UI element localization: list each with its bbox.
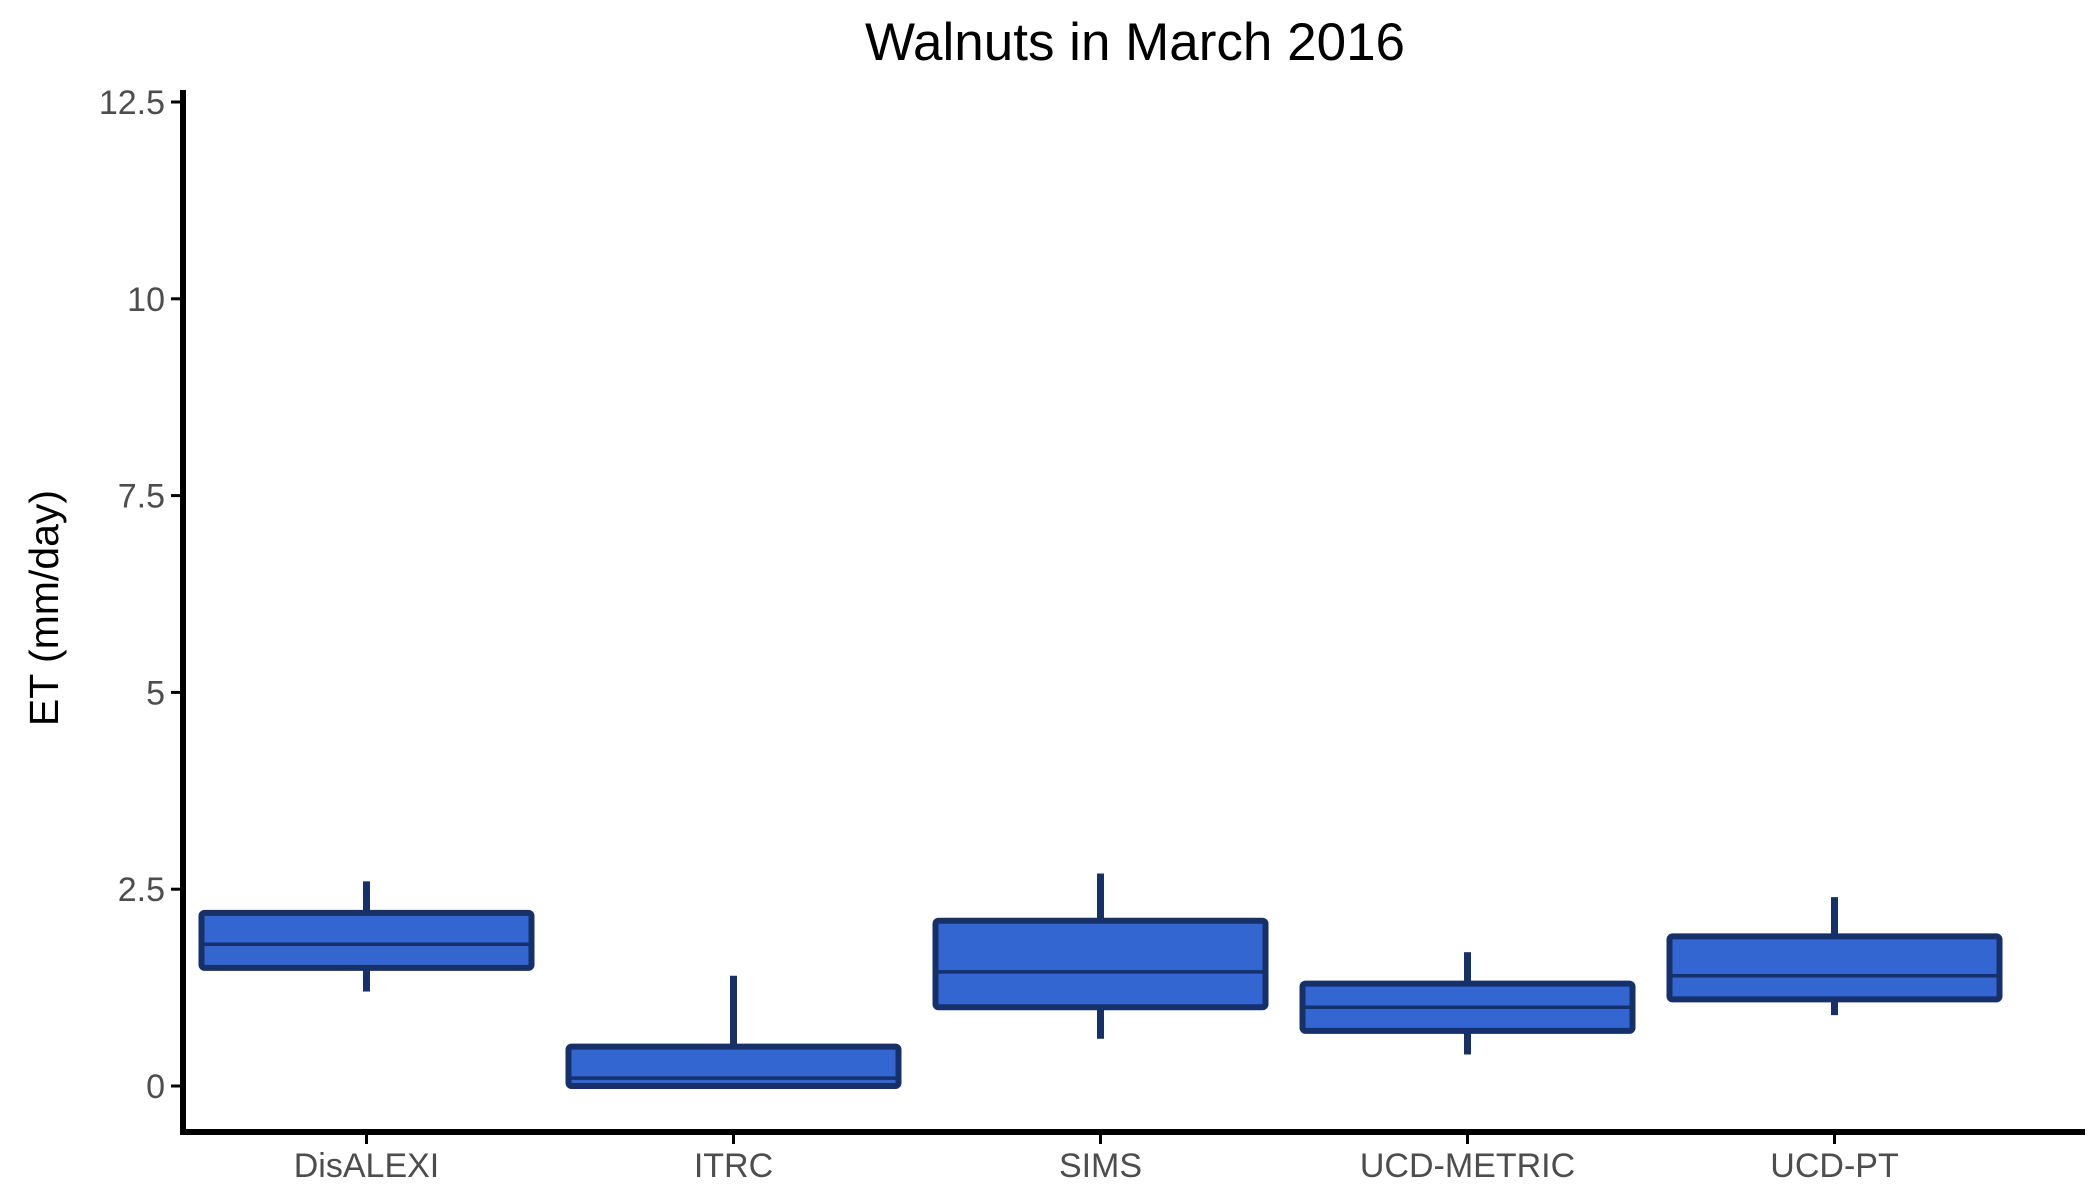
plot-area: 0 2.5 5 7.5 10 12.5 DisALEXI ITRC SIMS UCD-METRIC… <box>99 84 2085 1185</box>
y-axis-title: ET (mm/day) <box>21 490 67 726</box>
y-tick-label: 10 <box>127 281 165 319</box>
x-tick-label: UCD-METRIC <box>1360 1147 1575 1185</box>
y-tick-label: 2.5 <box>118 871 165 909</box>
x-tick-label: UCD-PT <box>1770 1147 1898 1185</box>
box-itrc <box>565 1043 902 1090</box>
y-tick-label: 5 <box>146 674 165 712</box>
box-disalexi <box>198 909 535 971</box>
x-tick-label: ITRC <box>694 1147 773 1185</box>
x-tick-label: SIMS <box>1059 1147 1142 1185</box>
box-sims <box>932 917 1269 1011</box>
y-tick-label: 0 <box>146 1068 165 1106</box>
box-ucd-pt <box>1666 933 2003 1003</box>
x-tick-label: DisALEXI <box>294 1147 440 1185</box>
y-tick-label: 12.5 <box>99 84 165 122</box>
y-tick-label: 7.5 <box>118 478 165 516</box>
chart-title: Walnuts in March 2016 <box>865 13 1405 72</box>
